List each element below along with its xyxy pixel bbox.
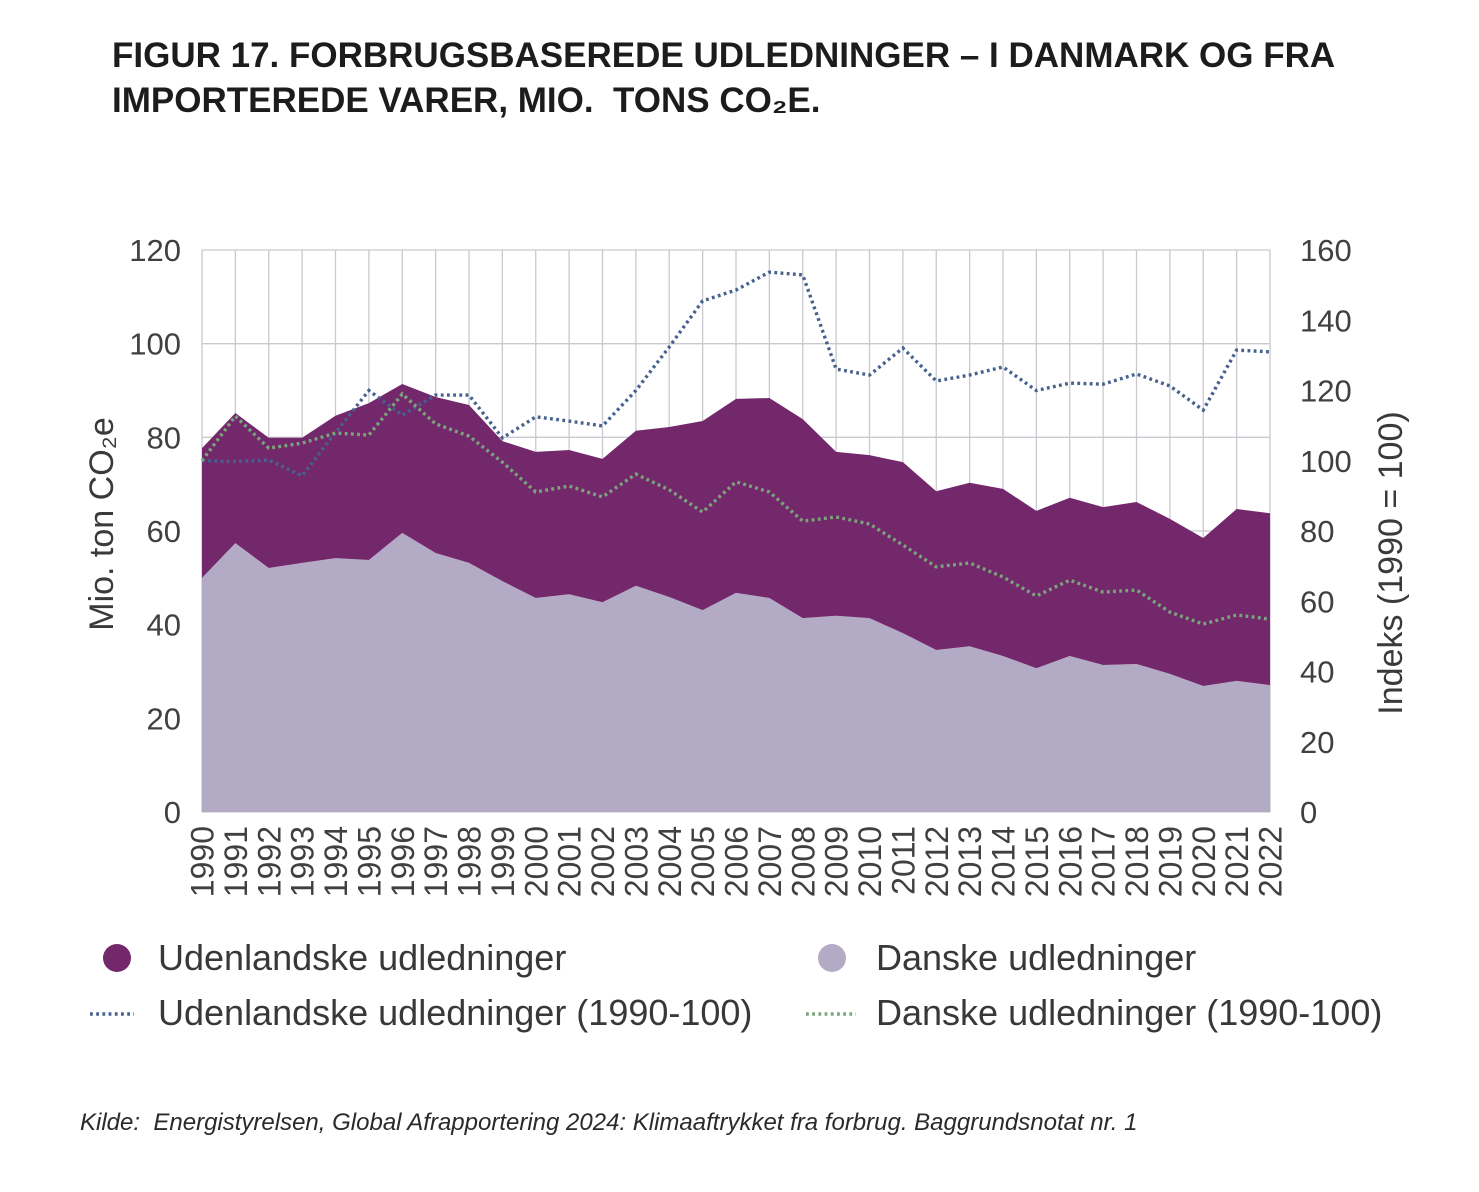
- legend-item-udenlandske: Udenlandske udledninger: [90, 940, 710, 980]
- x-tick-label: 1991: [218, 826, 254, 897]
- chart: 0 20 40 60 80 100 120 0 20 40 60 80 100 120 140 160 19…: [83, 233, 1410, 897]
- x-axis-ticks: 1990199119921993199419951996199719981999…: [185, 826, 1289, 897]
- y-left-tick-label: 100: [129, 327, 181, 362]
- y-right-tick-label: 0: [1300, 795, 1317, 830]
- x-tick-label: 2020: [1186, 826, 1222, 897]
- x-tick-label: 2000: [518, 826, 554, 897]
- x-tick-label: 1997: [418, 826, 454, 897]
- y-left-tick-label: 0: [164, 795, 181, 830]
- x-tick-label: 2016: [1052, 826, 1088, 897]
- x-tick-label: 1992: [251, 826, 287, 897]
- x-tick-label: 2011: [885, 826, 921, 895]
- x-tick-label: 1993: [285, 826, 321, 897]
- legend-label: Udenlandske udledninger: [158, 937, 567, 978]
- y-right-tick-label: 40: [1300, 655, 1334, 690]
- page-title: FIGUR 17. FORBRUGSBASEREDE UDLEDNINGER –…: [112, 33, 1335, 123]
- area-udenlandske-udledninger: [202, 383, 1270, 687]
- legend-marker-circle: [818, 944, 846, 972]
- x-tick-label: 2013: [952, 826, 988, 897]
- stacked-areas: [202, 383, 1270, 812]
- y-right-tick-label: 60: [1300, 584, 1334, 619]
- x-tick-label: 1990: [185, 826, 221, 897]
- y-right-tick-label: 120: [1300, 374, 1352, 409]
- legend-item-udenlandske-index: Udenlandske udledninger (1990-100): [86, 995, 752, 1035]
- x-tick-label: 2006: [719, 826, 755, 897]
- legend-marker-dotted-line: [90, 1012, 134, 1016]
- y-axis-left-title: Mio. ton CO₂e: [83, 417, 121, 631]
- y-right-tick-label: 80: [1300, 514, 1334, 549]
- legend-label: Danske udledninger (1990-100): [876, 992, 1383, 1033]
- line-udenlandske-udledninger-1990-100: [201, 270, 1271, 478]
- legend-label: Danske udledninger: [876, 937, 1197, 978]
- title-line: FIGUR 17. FORBRUGSBASEREDE UDLEDNINGER –…: [112, 36, 1336, 75]
- x-tick-label: 2007: [752, 826, 788, 897]
- y-right-tick-label: 100: [1300, 444, 1352, 479]
- y-right-tick-label: 140: [1300, 303, 1352, 338]
- x-tick-label: 1994: [318, 826, 354, 897]
- y-right-tick-label: 160: [1300, 233, 1352, 268]
- x-tick-label: 2005: [685, 826, 721, 897]
- area-danske-udledninger: [202, 532, 1270, 812]
- x-tick-label: 2002: [585, 826, 621, 897]
- x-tick-label: 2022: [1253, 826, 1289, 897]
- legend-marker-circle: [103, 944, 131, 972]
- x-tick-label: 1998: [452, 826, 488, 897]
- y-right-tick-label: 20: [1300, 725, 1334, 760]
- y-left-tick-label: 20: [147, 701, 181, 736]
- y-left-tick-label: 120: [129, 233, 181, 268]
- legend-marker-dotted-line: [806, 1012, 856, 1016]
- legend-item-danske: Danske udledninger: [804, 940, 1424, 980]
- y-left-tick-label: 80: [147, 420, 181, 455]
- x-tick-label: 2019: [1152, 826, 1188, 897]
- x-tick-label: 2003: [618, 826, 654, 897]
- title-line: IMPORTEREDE VARER, MIO. TONS CO₂E.: [112, 81, 821, 120]
- x-tick-label: 1999: [485, 826, 521, 897]
- x-tick-label: 2015: [1019, 826, 1055, 897]
- y-left-tick-label: 60: [147, 514, 181, 549]
- x-tick-label: 2009: [819, 826, 855, 897]
- x-tick-label: 1995: [351, 826, 387, 897]
- index-lines: [200, 270, 1271, 626]
- x-tick-label: 2004: [652, 826, 688, 897]
- x-tick-label: 2001: [552, 826, 588, 897]
- x-tick-label: 2021: [1219, 826, 1255, 897]
- y-axis-left-ticks: 0 20 40 60 80 100 120: [129, 233, 181, 830]
- y-axis-right-ticks: 0 20 40 60 80 100 120 140 160: [1300, 233, 1352, 830]
- x-tick-label: 2018: [1119, 826, 1155, 897]
- x-tick-label: 2008: [785, 826, 821, 897]
- legend-item-danske-index: Danske udledninger (1990-100): [802, 995, 1422, 1035]
- legend-label: Udenlandske udledninger (1990-100): [158, 992, 753, 1033]
- y-axis-right-title: Indeks (1990 = 100): [1372, 411, 1410, 714]
- y-left-tick-label: 40: [147, 608, 181, 643]
- x-tick-label: 2017: [1086, 826, 1122, 897]
- x-tick-label: 2010: [852, 826, 888, 897]
- source-note: Kilde: Energistyrelsen, Global Afrapport…: [80, 1109, 1138, 1136]
- x-tick-label: 2014: [986, 826, 1022, 897]
- x-tick-label: 2012: [919, 826, 955, 897]
- x-tick-label: 1996: [385, 826, 421, 897]
